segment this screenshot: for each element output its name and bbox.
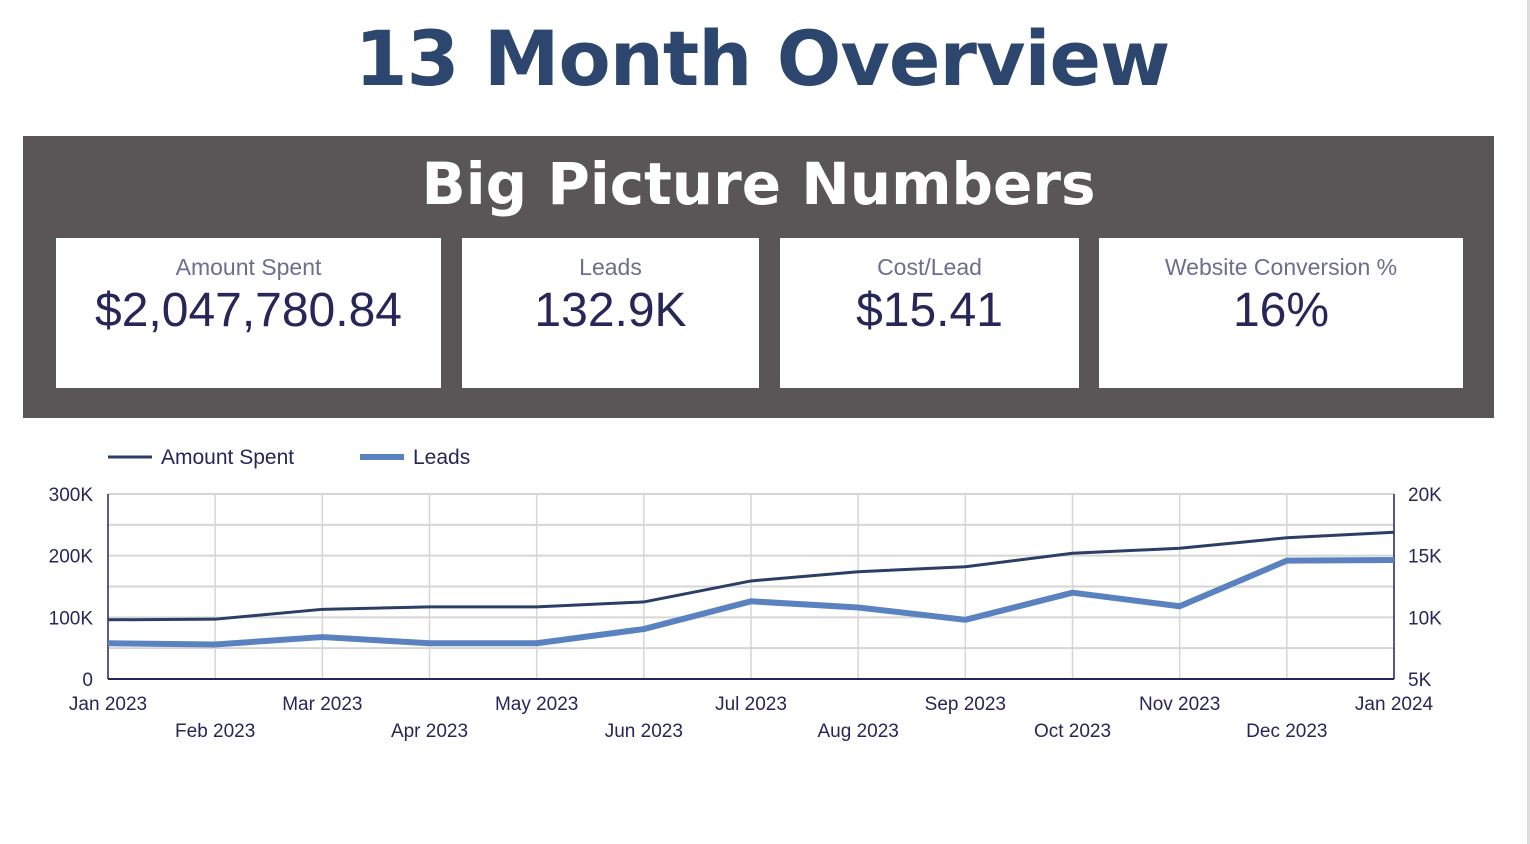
- x-tick: Feb 2023: [175, 721, 255, 742]
- y-tick-right: 15K: [1408, 547, 1442, 568]
- y-tick-left: 300K: [49, 485, 94, 506]
- kpi-website-conversion: Website Conversion % 16%: [1099, 238, 1463, 388]
- y-tick-left: 200K: [49, 547, 94, 568]
- kpi-label: Website Conversion %: [1164, 254, 1398, 280]
- page-edge: [1527, 0, 1530, 844]
- kpi-value: 132.9K: [534, 284, 687, 337]
- x-tick: Jan 2024: [1355, 694, 1434, 715]
- x-tick: Apr 2023: [391, 721, 468, 742]
- kpi-label: Amount Spent: [175, 254, 322, 280]
- x-tick: May 2023: [495, 694, 578, 715]
- x-tick: Sep 2023: [925, 694, 1006, 715]
- kpi-amount-spent: Amount Spent $2,047,780.84: [56, 238, 441, 388]
- x-tick: Jul 2023: [715, 694, 787, 715]
- kpi-value: $2,047,780.84: [95, 284, 402, 337]
- y-tick-right: 20K: [1408, 485, 1442, 506]
- kpi-value: $15.41: [856, 284, 1003, 337]
- kpi-label: Cost/Lead: [877, 254, 982, 280]
- y-tick-left: 100K: [49, 608, 94, 629]
- big-picture-panel: Big Picture Numbers Amount Spent $2,047,7…: [23, 136, 1494, 418]
- kpi-leads: Leads 132.9K: [462, 238, 759, 388]
- y-tick-right: 10K: [1408, 608, 1442, 629]
- legend-label: Leads: [413, 446, 470, 469]
- kpi-value: 16%: [1232, 284, 1330, 337]
- x-tick: Dec 2023: [1246, 721, 1327, 742]
- x-tick: Nov 2023: [1139, 694, 1220, 715]
- page-title: 13 Month Overview: [354, 14, 1171, 103]
- x-tick: Oct 2023: [1034, 721, 1111, 742]
- x-tick: Jan 2023: [69, 694, 147, 715]
- x-tick: Aug 2023: [817, 721, 898, 742]
- y-tick-right: 5K: [1408, 670, 1432, 691]
- y-tick-left: 0: [82, 670, 93, 691]
- x-tick: Mar 2023: [282, 694, 362, 715]
- legend-label: Amount Spent: [161, 446, 294, 469]
- kpi-cost-per-lead: Cost/Lead $15.41: [780, 238, 1079, 388]
- kpi-label: Leads: [579, 254, 642, 280]
- x-tick: Jun 2023: [605, 721, 683, 742]
- panel-title: Big Picture Numbers: [421, 150, 1096, 218]
